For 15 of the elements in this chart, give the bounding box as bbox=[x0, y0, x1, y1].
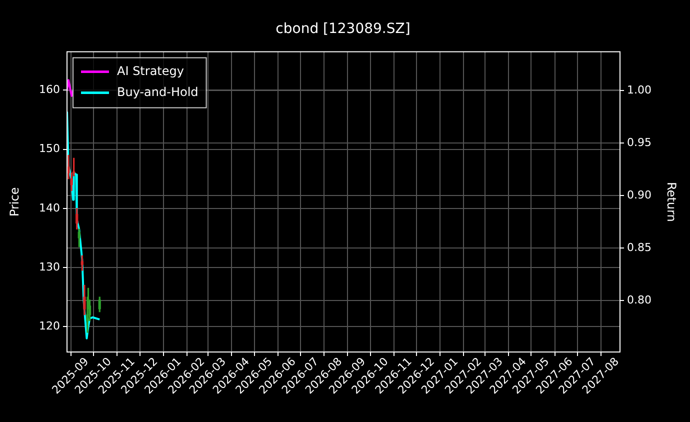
y-tick-label: 140 bbox=[39, 201, 60, 214]
y-axis-title: Price bbox=[7, 187, 22, 217]
y-tick-label: 150 bbox=[39, 142, 60, 156]
y-tick-label: 160 bbox=[39, 83, 60, 96]
legend-label: Buy-and-Hold bbox=[117, 84, 198, 99]
y2-tick-label: 1.00 bbox=[627, 83, 652, 96]
y-tick-label: 120 bbox=[39, 319, 60, 332]
y2-tick-label: 0.90 bbox=[627, 188, 652, 202]
y-tick-label: 130 bbox=[39, 260, 60, 274]
y2-tick-label: 0.95 bbox=[627, 136, 652, 149]
chart-title: cbond [123089.SZ] bbox=[276, 21, 410, 38]
legend-label: AI Strategy bbox=[117, 64, 184, 78]
y2-tick-label: 0.85 bbox=[627, 240, 652, 254]
y2-axis-title: Return bbox=[664, 182, 679, 222]
y2-tick-label: 0.80 bbox=[627, 293, 652, 306]
